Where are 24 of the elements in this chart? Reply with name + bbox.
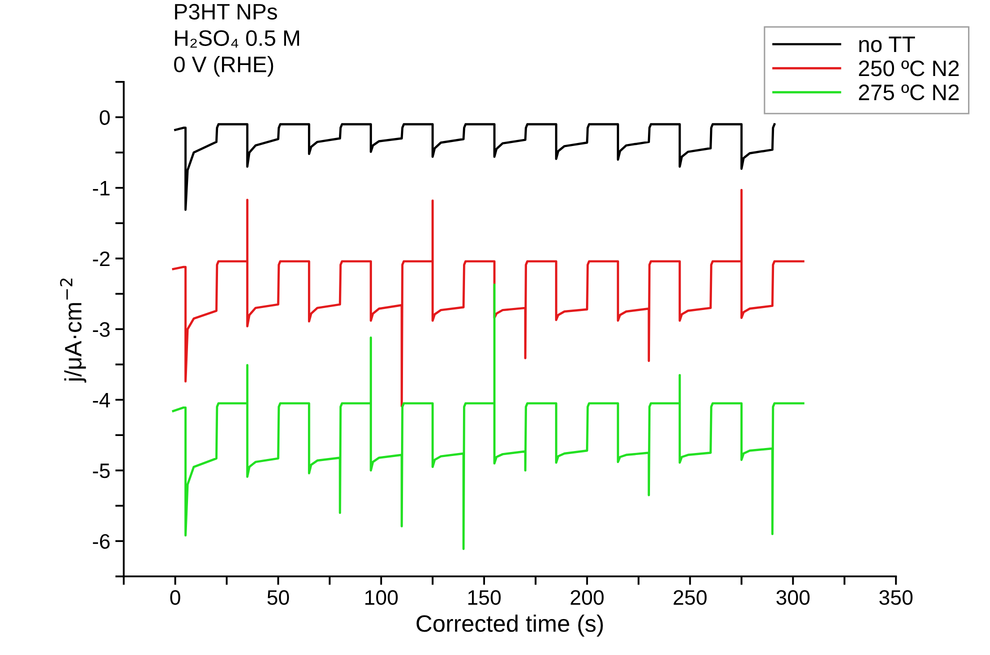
y-tick-label: -5 <box>92 464 110 478</box>
y-tick-label: 0 <box>100 110 110 125</box>
x-tick-label: 300 <box>776 590 810 605</box>
x-tick-label: 50 <box>267 590 289 605</box>
x-axis-title: Corrected time (s) <box>416 614 603 637</box>
y-tick-label: -1 <box>92 181 110 196</box>
legend-label: 250 ºC N2 <box>858 60 959 76</box>
line-series <box>174 123 776 211</box>
text: P3HT NPs H₂SO₄ 0.5 M 0 V (RHE) <box>174 4 300 77</box>
y-tick-label: -3 <box>92 322 110 337</box>
x-tick-label: 250 <box>674 590 707 605</box>
y-tick-label: -4 <box>92 393 110 408</box>
x-tick-label: 350 <box>879 590 913 605</box>
y-tick-label: -6 <box>92 534 110 549</box>
x-tick-label: 100 <box>365 590 398 605</box>
line-series <box>172 284 804 550</box>
y-tick-label: -2 <box>92 251 110 266</box>
x-tick-label: 0 <box>170 590 180 605</box>
x-tick-label: 150 <box>468 590 501 605</box>
line-series <box>172 188 804 408</box>
legend-label: 275 ºC N2 <box>858 84 959 100</box>
x-tick-label: 200 <box>570 590 604 605</box>
y-axis-title: j/μA·cm$^{−2}$ <box>60 278 86 383</box>
legend-label: no TT <box>859 36 915 52</box>
